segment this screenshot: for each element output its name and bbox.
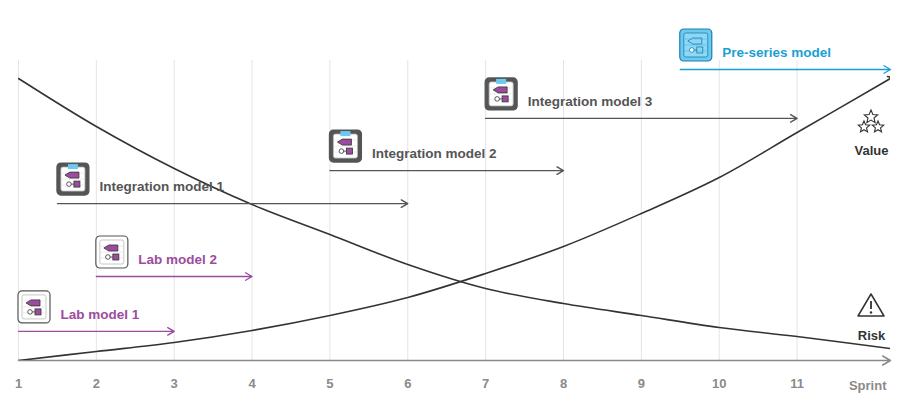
svg-text:Integration model 1: Integration model 1 — [99, 179, 224, 194]
svg-text:Sprint: Sprint — [849, 378, 887, 393]
svg-text:9: 9 — [638, 376, 645, 391]
svg-text:7: 7 — [482, 376, 489, 391]
svg-text:2: 2 — [93, 376, 100, 391]
svg-text:Integration model 2: Integration model 2 — [372, 146, 497, 161]
svg-text:Pre-series model: Pre-series model — [722, 45, 831, 60]
svg-text:Value: Value — [855, 143, 889, 158]
svg-text:3: 3 — [171, 376, 178, 391]
svg-text:5: 5 — [326, 376, 333, 391]
svg-text:10: 10 — [712, 376, 726, 391]
svg-text:Lab model 2: Lab model 2 — [138, 252, 217, 267]
svg-text:Risk: Risk — [858, 328, 886, 343]
svg-text:Lab model 1: Lab model 1 — [61, 307, 140, 322]
svg-text:Integration model 3: Integration model 3 — [528, 94, 653, 109]
svg-text:1: 1 — [15, 376, 22, 391]
svg-text:11: 11 — [790, 376, 804, 391]
svg-text:4: 4 — [248, 376, 256, 391]
svg-text:8: 8 — [560, 376, 567, 391]
svg-text:6: 6 — [404, 376, 411, 391]
